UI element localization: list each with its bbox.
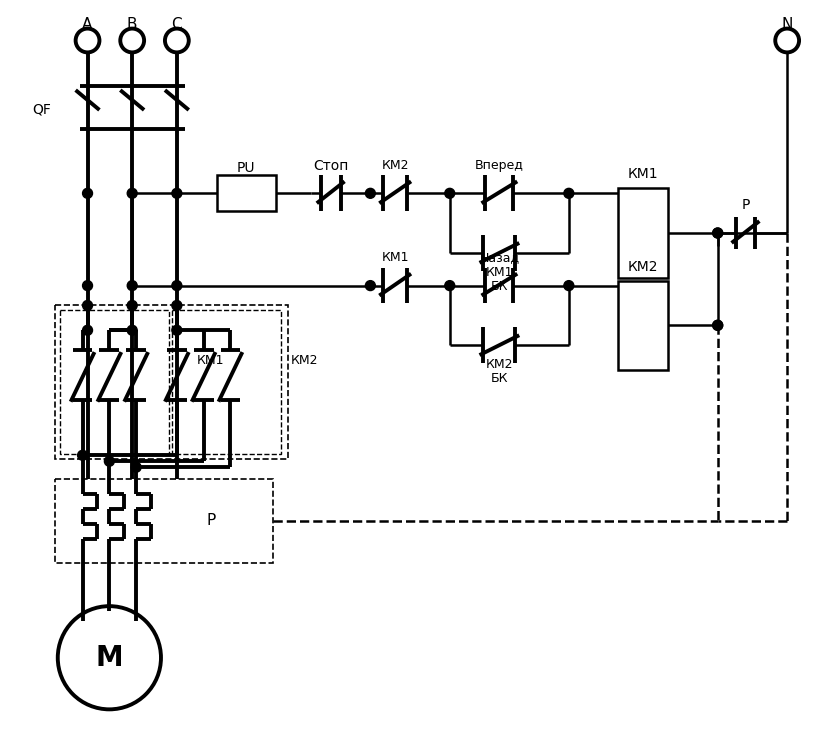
Circle shape [445, 281, 455, 291]
Circle shape [172, 281, 181, 291]
Circle shape [365, 188, 375, 198]
Circle shape [713, 320, 722, 330]
Circle shape [563, 188, 573, 198]
Text: КМ1: КМ1 [486, 266, 513, 279]
Circle shape [713, 228, 722, 238]
Text: БК: БК [491, 280, 508, 293]
Circle shape [127, 188, 137, 198]
Bar [619, 188, 668, 278]
Circle shape [83, 325, 93, 335]
Text: КМ2: КМ2 [291, 354, 319, 367]
Circle shape [172, 325, 181, 335]
Text: Стоп: Стоп [313, 158, 349, 173]
Circle shape [713, 228, 722, 238]
Text: КМ2: КМ2 [486, 359, 513, 372]
Bar [59, 311, 169, 454]
Circle shape [127, 325, 137, 335]
Circle shape [172, 188, 181, 198]
Bar [172, 311, 281, 454]
Text: Назад: Назад [479, 252, 519, 265]
Text: КМ2: КМ2 [628, 260, 659, 274]
Circle shape [127, 281, 137, 291]
Text: В: В [127, 17, 137, 32]
Text: КМ2: КМ2 [381, 159, 409, 172]
Text: КМ1: КМ1 [628, 168, 659, 182]
Circle shape [78, 451, 88, 460]
Circle shape [83, 188, 93, 198]
Text: КМ1: КМ1 [196, 354, 224, 367]
Bar [55, 479, 273, 564]
Circle shape [563, 281, 573, 291]
Bar [619, 281, 668, 370]
Circle shape [713, 320, 722, 330]
Text: A: A [83, 17, 93, 32]
Bar [55, 305, 288, 459]
Circle shape [131, 462, 141, 472]
Text: QF: QF [32, 103, 51, 117]
Circle shape [127, 300, 137, 311]
Circle shape [104, 456, 115, 467]
Text: КМ1: КМ1 [381, 252, 409, 265]
Text: М: М [95, 644, 123, 671]
Circle shape [445, 188, 455, 198]
Text: С: С [171, 17, 182, 32]
Circle shape [83, 281, 93, 291]
Circle shape [365, 281, 375, 291]
Text: Р: Р [742, 198, 750, 212]
Text: Вперед: Вперед [475, 159, 524, 172]
Text: PU: PU [237, 160, 256, 174]
Text: N: N [782, 17, 793, 32]
Text: БК: БК [491, 373, 508, 386]
Circle shape [83, 300, 93, 311]
Text: Р: Р [206, 513, 216, 529]
Circle shape [172, 300, 181, 311]
Bar [217, 176, 276, 211]
